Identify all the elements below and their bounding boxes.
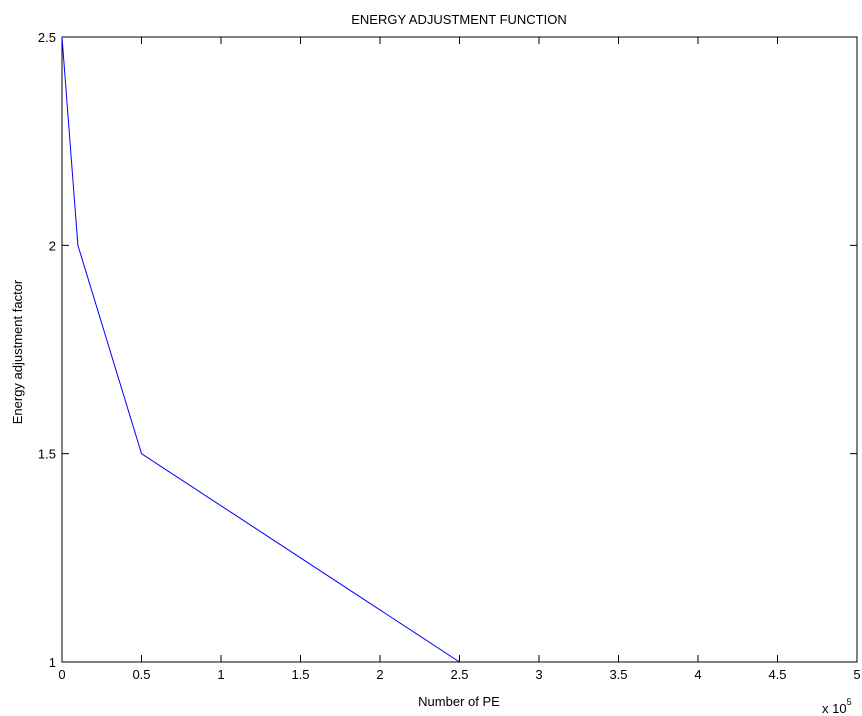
y-tick-label: 1.5 — [38, 447, 56, 462]
chart-title: ENERGY ADJUSTMENT FUNCTION — [351, 12, 566, 27]
x-tick-label: 4 — [694, 667, 701, 682]
x-tick-label: 3 — [535, 667, 542, 682]
y-tick-label: 2.5 — [38, 30, 56, 45]
x-multiplier-exponent: 5 — [847, 697, 852, 707]
x-tick-label: 3.5 — [609, 667, 627, 682]
y-tick-label: 2 — [49, 238, 56, 253]
y-axis-label: Energy adjustment factor — [10, 279, 25, 424]
x-tick-label: 2 — [376, 667, 383, 682]
x-tick-label: 1 — [217, 667, 224, 682]
x-tick-label: 5 — [853, 667, 860, 682]
y-axis: 1 1.5 2 2.5 — [38, 30, 857, 670]
x-tick-label: 2.5 — [450, 667, 468, 682]
x-tick-label: 0 — [58, 667, 65, 682]
x-axis: 0 0.5 1 1.5 2 2.5 3 3.5 4 4.5 5 — [58, 37, 861, 682]
plot-area — [61, 36, 858, 663]
series-line — [61, 36, 460, 663]
x-tick-label: 1.5 — [291, 667, 309, 682]
x-axis-label: Number of PE — [418, 694, 500, 709]
x-multiplier-base: x 10 — [822, 701, 847, 716]
x-multiplier-label: x 105 — [822, 697, 852, 716]
y-tick-label: 1 — [49, 655, 56, 670]
x-tick-label: 0.5 — [132, 667, 150, 682]
x-tick-label: 4.5 — [768, 667, 786, 682]
series-layer — [61, 36, 460, 663]
